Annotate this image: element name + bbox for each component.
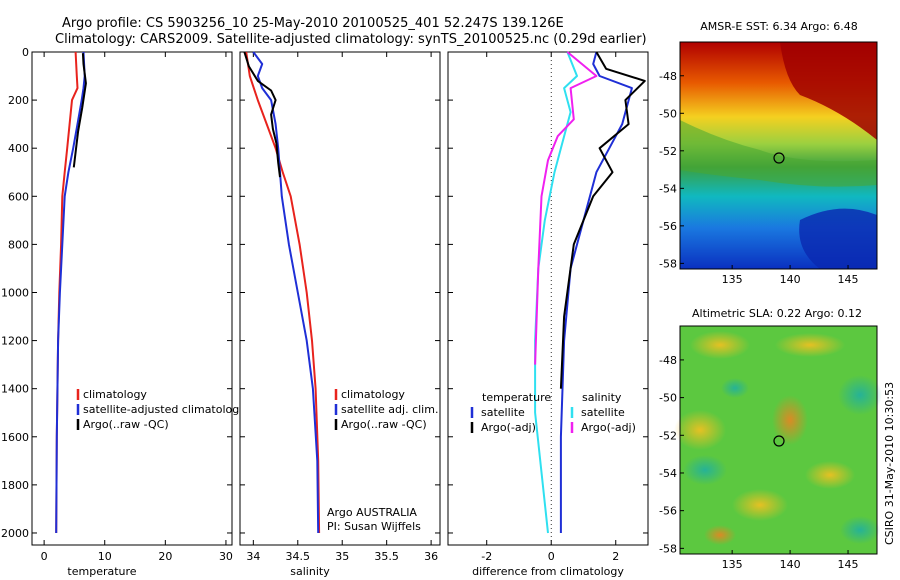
timestamp-label: CSIRO 31-May-2010 10:30:53 [883, 382, 896, 545]
panel-annotation: Argo AUSTRALIA [327, 506, 417, 519]
plot-frame [31, 51, 233, 546]
map-y-tick-label: -50 [659, 392, 677, 405]
x-tick-label: 0 [548, 550, 555, 563]
map-y-tick-label: -48 [659, 354, 677, 367]
profile-panel-3: -2 0 2 difference from climatology temperatu… [447, 51, 649, 578]
map-y-tick-label: -54 [659, 182, 677, 195]
series-line-satellite [534, 51, 578, 534]
legend-label: satellite [481, 406, 525, 419]
y-tick-label: 0 [22, 46, 29, 59]
legend-label: satellite [581, 406, 625, 419]
map-y-tick-label: -58 [659, 257, 677, 270]
map-x-tick-label: 145 [838, 558, 859, 571]
map-x-tick-label: 140 [780, 558, 801, 571]
profile-panel-1: 0 10 20 30 temperature 0 200 400 600 800 1000 1200 1… [1, 46, 246, 578]
legend-label: Argo(-adj) [481, 421, 536, 434]
map-y-tick-label: -56 [659, 220, 677, 233]
map-x-tick-label: 140 [780, 273, 801, 286]
x-axis-label: temperature [67, 565, 136, 578]
x-tick-label: 35.5 [374, 550, 399, 563]
x-tick-label: 0 [41, 550, 48, 563]
y-tick-label: 200 [8, 94, 29, 107]
y-tick-label: 1200 [1, 335, 29, 348]
map-y-tick-label: -50 [659, 107, 677, 120]
y-tick-label: 800 [8, 238, 29, 251]
x-axis-label: difference from climatology [472, 565, 624, 578]
x-tick-label: 2 [612, 550, 619, 563]
map-y-tick-label: -56 [659, 505, 677, 518]
y-tick-label: 1800 [1, 479, 29, 492]
header-line-2: Climatology: CARS2009. Satellite-adjuste… [55, 32, 647, 47]
legend-label: Argo(..raw -QC) [341, 418, 427, 431]
x-tick-label: 34.5 [286, 550, 311, 563]
y-tick-label: 400 [8, 142, 29, 155]
x-tick-label: 34 [246, 550, 260, 563]
legend-group-title: temperature [482, 391, 551, 404]
series-line-climatology [245, 51, 321, 534]
y-tick-label: 1600 [1, 431, 29, 444]
sst-map [679, 41, 878, 270]
map-y-tick-label: -52 [659, 145, 677, 158]
series-line-satellite [559, 51, 633, 533]
map-y-tick-label: -54 [659, 467, 677, 480]
sla-float-marker [773, 435, 785, 447]
x-tick-label: 20 [158, 550, 172, 563]
sst-map-title: AMSR-E SST: 6.34 Argo: 6.48 [700, 20, 858, 33]
profile-panel-2: 34 34.5 35 35.5 36 salinity climatology satelli… [239, 51, 441, 578]
map-y-tick-label: -52 [659, 429, 677, 442]
series-line-argo-raw-qc- [243, 51, 281, 178]
legend-label: satellite adj. clim. [341, 403, 438, 416]
series-line-argo-adj- [559, 51, 646, 389]
y-tick-label: 2000 [1, 527, 29, 540]
plot-frame [447, 51, 649, 546]
series-line-argo-raw-qc- [72, 53, 87, 168]
x-tick-label: -2 [481, 550, 492, 563]
legend-label: climatology [341, 388, 405, 401]
x-tick-label: 35 [335, 550, 349, 563]
x-tick-label: 10 [98, 550, 112, 563]
sla-map [674, 325, 882, 555]
x-tick-label: 30 [219, 550, 233, 563]
header-line-1: Argo profile: CS 5903256_10 25-May-2010 … [62, 16, 564, 31]
map-x-tick-label: 135 [722, 273, 743, 286]
panel-annotation: PI: Susan Wijffels [327, 520, 421, 533]
y-tick-label: 1000 [1, 286, 29, 299]
legend-label: climatology [83, 388, 147, 401]
x-tick-label: 36 [424, 550, 438, 563]
series-line-argo-adj- [534, 51, 598, 365]
x-axis-label: salinity [290, 565, 330, 578]
y-tick-label: 600 [8, 190, 29, 203]
plot-frame [239, 51, 441, 546]
map-y-tick-label: -58 [659, 542, 677, 555]
sst-float-marker [773, 152, 785, 164]
sla-map-title: Altimetric SLA: 0.22 Argo: 0.12 [692, 307, 862, 320]
legend-label: Argo(..raw -QC) [83, 418, 169, 431]
legend-label: satellite-adjusted climatology [83, 403, 246, 416]
legend-group-title: salinity [582, 391, 622, 404]
legend-label: Argo(-adj) [581, 421, 636, 434]
y-tick-label: 1400 [1, 383, 29, 396]
map-x-tick-label: 135 [722, 558, 743, 571]
map-x-tick-label: 145 [838, 273, 859, 286]
map-y-tick-label: -48 [659, 70, 677, 83]
